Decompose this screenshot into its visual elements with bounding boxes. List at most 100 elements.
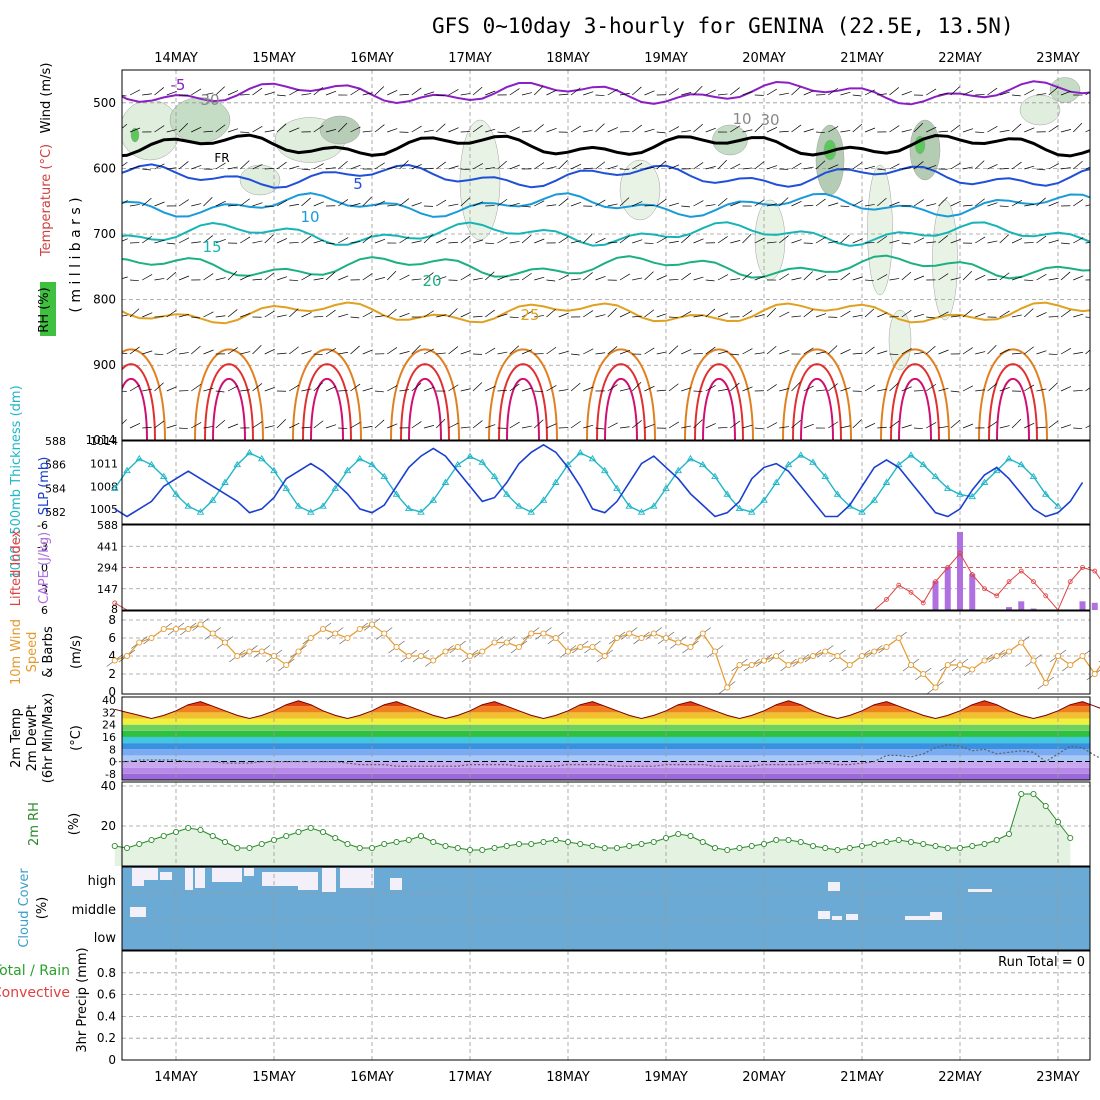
wind-barb	[828, 278, 838, 281]
wind-barb	[668, 240, 679, 244]
wind-barb	[583, 348, 594, 355]
rh-marker	[528, 840, 535, 848]
date-label-top: 21MAY	[840, 51, 884, 66]
y-tick-label: 3	[41, 583, 48, 596]
rh-contour	[1019, 94, 1061, 126]
rh-marker	[185, 824, 192, 832]
wind-barb	[276, 314, 287, 318]
wind-barb	[240, 94, 250, 96]
wind-barb	[668, 316, 678, 318]
wind-barb	[313, 163, 324, 170]
wind-barb	[1060, 129, 1071, 133]
run-total-annotation: Run Total = 0	[998, 955, 1085, 970]
panel-frame	[121, 781, 1091, 867]
wind-barb	[240, 351, 251, 355]
wind-barb	[472, 163, 484, 170]
wind-barb	[730, 201, 741, 207]
y-tick-label: -6	[37, 519, 48, 532]
wind-barb	[1048, 125, 1059, 133]
rh-marker	[956, 844, 964, 852]
y-tick-label: 20	[101, 819, 116, 833]
wind-barb	[142, 168, 151, 171]
wind-speed-marker	[430, 657, 437, 664]
wind-barb	[1011, 276, 1023, 281]
y-tick-label: 584	[45, 482, 66, 495]
wind-barb	[828, 202, 839, 207]
wind-barb	[570, 278, 581, 281]
wind-barb	[754, 275, 765, 281]
wind-barb	[705, 204, 716, 207]
wind-barb	[619, 168, 629, 170]
wind-barb	[215, 86, 225, 96]
wind-barb	[1060, 386, 1072, 392]
wind-barb	[325, 129, 336, 133]
wind-speed-marker	[589, 643, 596, 651]
wind-barb	[154, 353, 164, 356]
wind-barb	[423, 425, 434, 429]
wind-barb	[656, 275, 667, 281]
temp-line	[114, 700, 1100, 720]
wind-barb	[350, 316, 360, 319]
wind-barb	[889, 87, 900, 96]
wind-barb	[178, 427, 188, 430]
wind-speed-marker	[711, 648, 719, 655]
wind-speed-marker	[148, 634, 155, 642]
wind-barb	[632, 382, 642, 392]
wind-barb	[399, 351, 410, 355]
wind-barb	[754, 352, 765, 355]
wind-barb	[913, 123, 924, 133]
wind-barb	[938, 197, 948, 207]
wind-barb	[570, 420, 581, 429]
rh-marker	[136, 840, 143, 848]
rh-marker	[846, 844, 853, 852]
wind-barb	[521, 272, 532, 281]
wind-barb	[926, 126, 937, 133]
date-label-top: 20MAY	[742, 51, 786, 66]
wind-barb	[803, 271, 813, 281]
y-tick-label: 588	[45, 435, 66, 448]
wind-barb	[215, 162, 226, 170]
wind-barb	[350, 421, 361, 429]
wind-barb	[779, 130, 789, 133]
wind-barb	[166, 271, 177, 281]
wind-barb	[289, 242, 299, 244]
wind-barb	[423, 310, 434, 318]
cape-bar	[932, 581, 939, 610]
wind-speed-marker	[675, 639, 682, 646]
bl-isotherm	[506, 377, 540, 440]
wind-barb	[546, 166, 557, 170]
wind-speed-marker	[564, 648, 572, 655]
wind-barb	[999, 425, 1010, 429]
wind-barb	[705, 423, 716, 429]
rh-marker	[344, 840, 351, 848]
wind-barb	[276, 352, 287, 355]
wind-barb	[374, 162, 385, 170]
thickness-marker	[478, 458, 487, 465]
wind-speed-marker	[368, 621, 376, 628]
thickness-marker	[588, 454, 597, 462]
wind-barb	[987, 345, 997, 355]
wind-barb	[595, 237, 606, 244]
bl-isotherm	[898, 377, 932, 440]
wind-speed-marker	[932, 684, 939, 691]
wind-barb	[766, 422, 778, 429]
wind-barb	[595, 352, 606, 355]
rh-marker	[834, 846, 841, 854]
wind-speed-marker	[136, 639, 143, 646]
wind-barb	[129, 346, 140, 355]
wind-barb	[1073, 390, 1083, 392]
wind-speed-marker	[393, 643, 400, 651]
wind-barb	[681, 234, 691, 244]
wind-barb	[1060, 309, 1071, 318]
wind-barb	[1024, 346, 1034, 355]
thickness-marker	[809, 458, 817, 465]
wind-barb	[387, 308, 397, 318]
wind-barb	[350, 383, 361, 392]
wind-barb	[436, 199, 447, 207]
wind-barb	[178, 123, 189, 133]
thickness-marker	[245, 448, 254, 456]
wind-barb	[583, 272, 593, 281]
rh-marker	[687, 832, 694, 840]
wind-barb	[803, 90, 814, 96]
thickness-marker	[429, 496, 438, 503]
